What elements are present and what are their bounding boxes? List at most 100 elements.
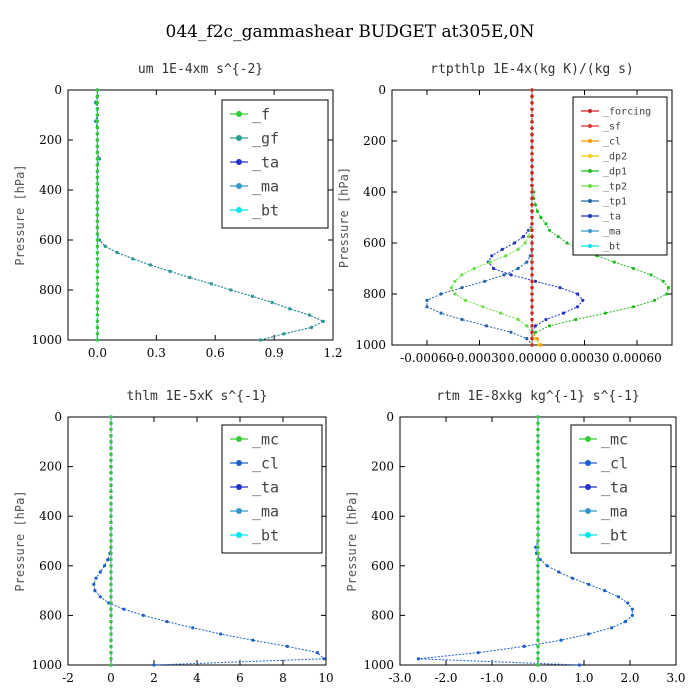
data-point — [285, 644, 289, 649]
data-point — [534, 545, 538, 549]
y-tick-label: 400 — [363, 185, 386, 199]
data-point — [95, 244, 99, 248]
data-point — [661, 279, 665, 283]
data-point — [630, 613, 634, 618]
data-point — [533, 330, 538, 334]
legend-label: _gf — [252, 129, 279, 147]
data-point — [665, 292, 669, 296]
legend-label: _ta — [252, 153, 279, 171]
data-point — [539, 215, 543, 220]
data-point — [536, 595, 540, 599]
data-point — [95, 213, 99, 217]
legend-marker — [585, 532, 591, 538]
data-point — [530, 203, 534, 207]
series-forcing — [530, 88, 534, 347]
data-point — [309, 325, 313, 330]
data-point — [498, 311, 503, 315]
data-point — [250, 294, 255, 298]
figure-title: 044_f2c_gammashear BUDGET at305E,0N — [166, 22, 535, 42]
data-point — [93, 589, 97, 593]
data-point — [575, 292, 580, 296]
data-point — [530, 241, 534, 245]
data-point — [258, 338, 262, 342]
data-point — [530, 196, 534, 200]
data-point — [536, 564, 540, 568]
data-point — [165, 620, 169, 624]
legend-marker — [585, 484, 591, 490]
y-tick-label: 200 — [39, 133, 62, 147]
data-point — [587, 582, 591, 587]
plot-frame — [67, 89, 334, 341]
legend-marker — [236, 159, 242, 165]
data-point — [530, 337, 534, 341]
data-point — [536, 570, 540, 574]
legend-marker — [588, 229, 592, 233]
data-point — [536, 458, 540, 462]
legend-marker — [236, 436, 242, 442]
y-tick-label: 1000 — [31, 658, 62, 672]
data-point — [109, 427, 113, 431]
data-point — [536, 657, 540, 661]
data-point — [95, 132, 99, 136]
y-tick-label: 1000 — [363, 658, 394, 672]
legend-marker — [585, 508, 591, 514]
legend-marker — [236, 532, 242, 538]
data-point — [109, 626, 113, 630]
data-point — [483, 279, 487, 283]
y-tick-label: 600 — [363, 236, 386, 250]
data-point — [522, 644, 526, 649]
data-point — [545, 564, 549, 568]
data-point — [95, 269, 99, 273]
data-point — [536, 446, 540, 450]
data-point — [95, 163, 99, 167]
data-point — [209, 282, 213, 286]
data-point — [577, 663, 582, 667]
data-point — [107, 601, 111, 605]
data-point — [109, 496, 113, 500]
x-tick-label: 0.0 — [88, 346, 107, 360]
y-tick-label: 800 — [39, 608, 62, 622]
data-point — [530, 190, 534, 194]
data-point — [536, 607, 540, 611]
legend-label: _bt — [252, 526, 279, 544]
legend-marker — [236, 183, 242, 189]
data-point — [530, 139, 534, 143]
x-tick-label: 0.00060 — [612, 351, 662, 365]
data-point — [530, 254, 534, 258]
data-point — [109, 663, 113, 667]
data-point — [168, 269, 172, 273]
data-point — [453, 292, 457, 296]
data-point — [530, 311, 534, 315]
y-tick-label: 200 — [371, 460, 394, 474]
data-point — [631, 305, 636, 309]
legend-marker — [236, 508, 242, 514]
data-point — [530, 171, 534, 175]
legend-label: _bt — [601, 526, 628, 544]
data-point — [425, 298, 429, 302]
data-point — [516, 266, 520, 271]
series-line — [450, 90, 533, 345]
legend-marker — [588, 199, 592, 203]
data-point — [152, 663, 156, 667]
data-point — [558, 286, 562, 290]
data-point — [536, 415, 540, 419]
data-point — [95, 150, 99, 155]
data-point — [321, 319, 325, 323]
legend-label: _bt — [603, 242, 621, 253]
x-tick-label: 2 — [150, 671, 158, 685]
data-point — [547, 228, 552, 232]
data-point — [525, 337, 529, 341]
data-point — [109, 458, 113, 462]
data-point — [616, 595, 621, 599]
data-point — [565, 241, 569, 245]
y-axis-label: Pressure [hPa] — [13, 164, 27, 265]
data-point — [95, 119, 99, 123]
y-tick-label: 0 — [378, 83, 386, 97]
data-point — [109, 421, 113, 425]
series-line — [426, 90, 533, 346]
y-tick-label: 200 — [39, 460, 62, 474]
data-point — [530, 305, 534, 309]
data-point — [509, 273, 513, 277]
data-point — [536, 651, 540, 655]
data-point — [109, 489, 113, 493]
